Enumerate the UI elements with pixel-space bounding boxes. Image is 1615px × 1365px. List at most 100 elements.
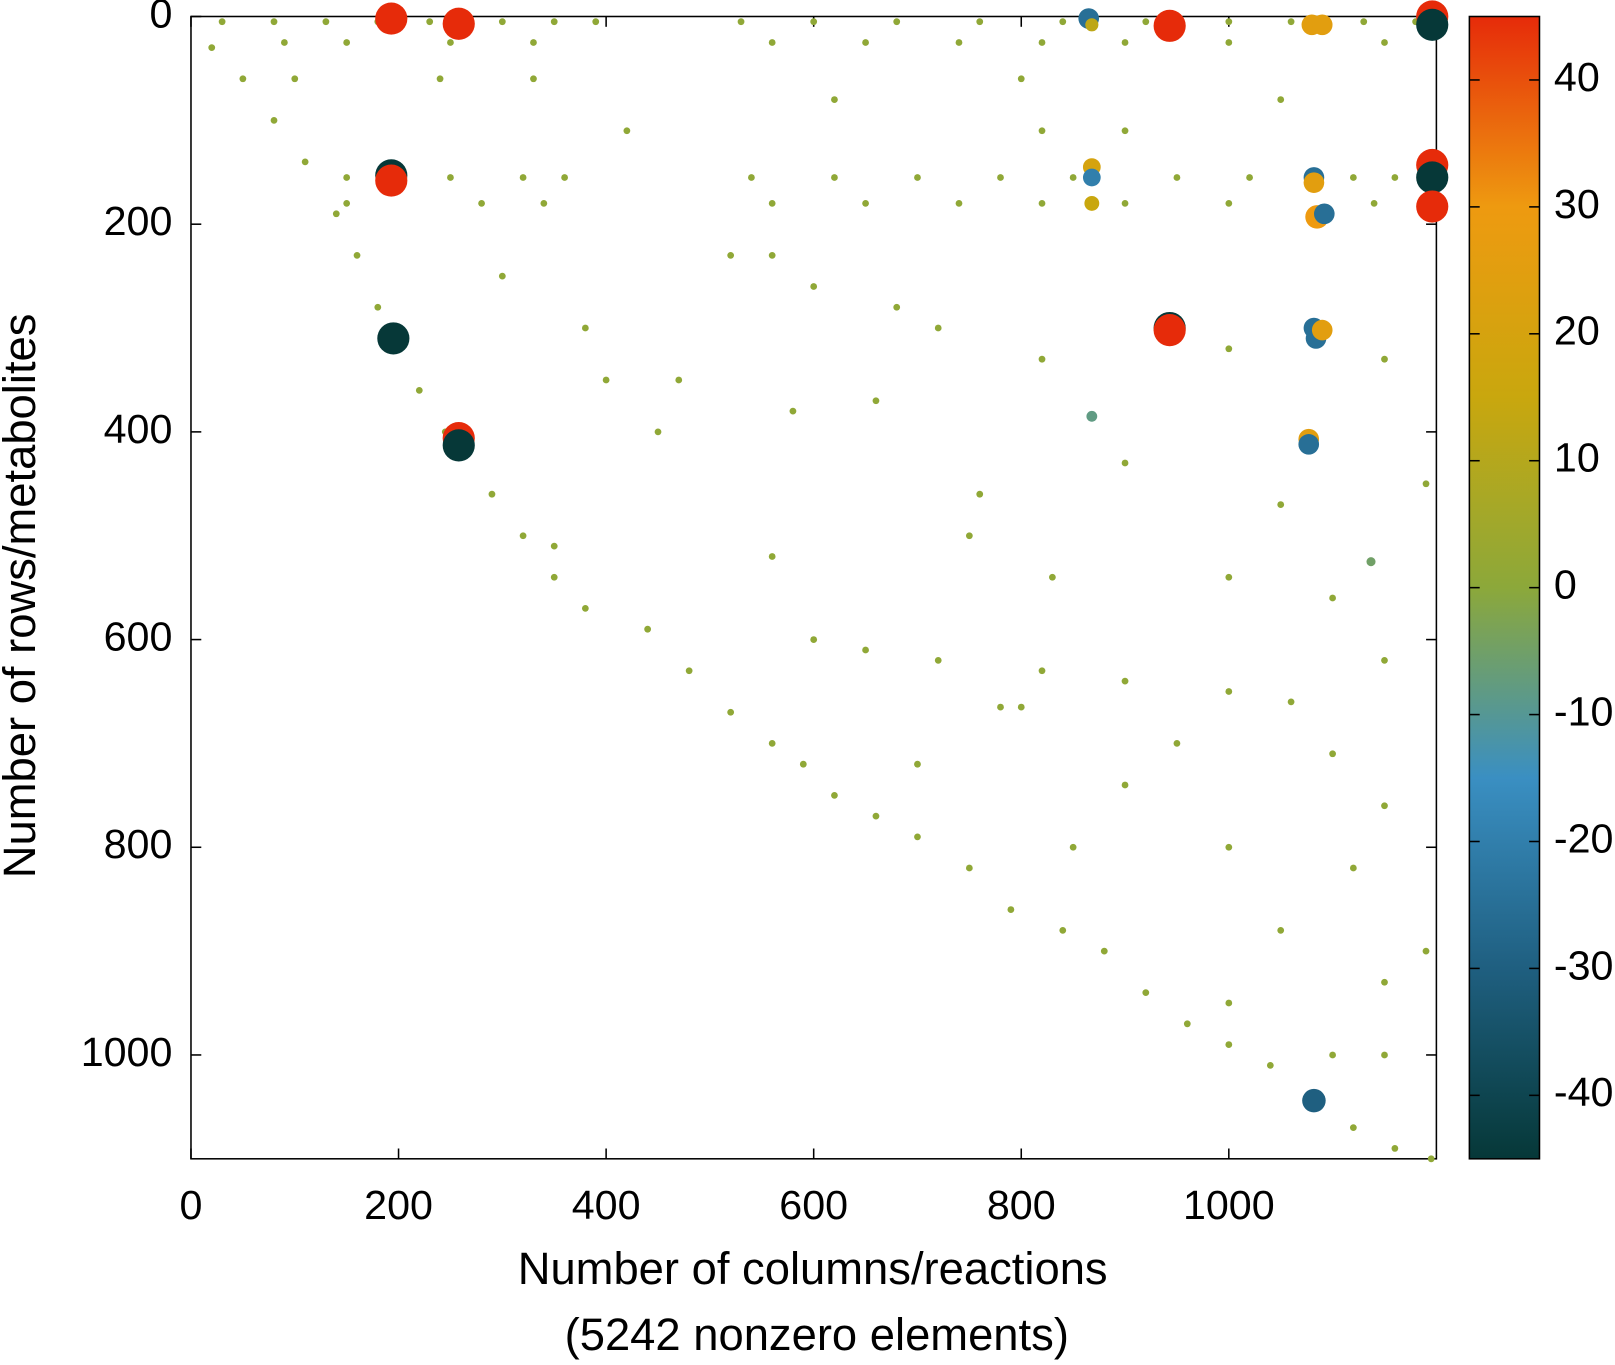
nonzero-element <box>436 75 444 83</box>
colorbar-tick-label: -10 <box>1554 688 1614 734</box>
nonzero-element <box>1100 947 1108 955</box>
nonzero-element <box>1329 1051 1336 1059</box>
nonzero-element <box>1153 9 1186 42</box>
nonzero-element <box>488 490 496 498</box>
nonzero-element <box>1277 96 1285 103</box>
nonzero-element <box>540 200 548 207</box>
nonzero-element <box>1049 573 1056 581</box>
nonzero-element <box>654 428 662 436</box>
nonzero-element <box>1381 355 1388 363</box>
nonzero-element <box>1082 168 1101 187</box>
nonzero-element <box>375 2 408 35</box>
nonzero-element <box>343 200 351 207</box>
nonzero-element <box>374 303 382 311</box>
y-tick-label: 800 <box>104 821 173 867</box>
nonzero-element <box>301 158 309 166</box>
nonzero-element <box>1287 18 1295 26</box>
nonzero-element <box>1225 688 1233 695</box>
nonzero-element <box>442 429 475 462</box>
nonzero-element <box>270 116 278 124</box>
nonzero-element <box>1173 740 1181 747</box>
nonzero-element <box>602 376 610 384</box>
x-axis-label: Number of columns/reactions <box>518 1243 1108 1294</box>
x-axis-label: (5242 nonzero elements) <box>565 1309 1069 1360</box>
nonzero-element <box>550 18 558 26</box>
x-tick-label: 600 <box>779 1182 848 1228</box>
nonzero-element <box>872 812 880 820</box>
nonzero-element <box>768 39 776 46</box>
nonzero-element <box>1302 1088 1326 1113</box>
nonzero-element <box>343 174 351 181</box>
nonzero-element <box>1225 39 1233 46</box>
nonzero-element <box>1225 18 1233 26</box>
y-tick-label: 0 <box>149 0 172 36</box>
colorbar-tick-label: -20 <box>1554 815 1614 861</box>
y-tick-label: 400 <box>104 406 173 452</box>
y-tick-label: 600 <box>104 613 173 659</box>
nonzero-element <box>1225 345 1233 353</box>
nonzero-element <box>1366 557 1376 567</box>
nonzero-element <box>1360 18 1368 26</box>
nonzero-element <box>1038 127 1046 135</box>
nonzero-element <box>1329 594 1336 602</box>
nonzero-element <box>1084 195 1100 211</box>
nonzero-element <box>768 200 776 207</box>
nonzero-element <box>519 174 527 181</box>
nonzero-element <box>934 324 942 332</box>
x-tick-label: 200 <box>364 1182 433 1228</box>
x-tick-label: 0 <box>180 1182 203 1228</box>
nonzero-element <box>291 75 299 83</box>
nonzero-element <box>1287 698 1295 706</box>
nonzero-element <box>1225 1041 1233 1048</box>
nonzero-element <box>1121 200 1129 207</box>
x-tick-label: 1000 <box>1183 1182 1275 1228</box>
nonzero-element <box>862 200 869 207</box>
nonzero-element <box>377 322 410 355</box>
nonzero-element <box>727 251 735 259</box>
nonzero-element <box>1381 656 1388 664</box>
nonzero-element <box>426 18 434 26</box>
y-tick-label: 200 <box>104 198 173 244</box>
nonzero-element <box>1121 127 1129 135</box>
nonzero-element <box>1416 161 1449 194</box>
nonzero-element <box>478 200 485 207</box>
nonzero-element <box>1069 843 1077 851</box>
nonzero-element <box>1038 355 1046 363</box>
nonzero-element <box>1038 667 1046 675</box>
colorbar-tick-label: 20 <box>1554 308 1600 354</box>
x-tick-label: 400 <box>572 1182 641 1228</box>
nonzero-element <box>530 75 537 83</box>
nonzero-element <box>748 174 755 181</box>
nonzero-element <box>737 18 745 26</box>
nonzero-element <box>498 272 506 280</box>
nonzero-element <box>1381 1051 1388 1059</box>
nonzero-element <box>1225 843 1233 851</box>
nonzero-element <box>1349 1124 1357 1132</box>
colorbar-tick-label: -30 <box>1554 942 1614 988</box>
nonzero-element <box>353 251 361 259</box>
nonzero-element <box>343 39 351 46</box>
nonzero-element <box>862 39 869 46</box>
nonzero-element <box>415 386 423 394</box>
nonzero-element <box>1370 200 1378 207</box>
nonzero-element <box>831 96 838 103</box>
nonzero-element <box>1391 174 1399 181</box>
nonzero-element <box>530 39 537 46</box>
nonzero-element <box>375 164 408 197</box>
nonzero-element <box>581 324 589 332</box>
nonzero-element <box>1427 1155 1435 1163</box>
colorbar-tick-label: 0 <box>1554 562 1577 608</box>
nonzero-element <box>1416 190 1449 223</box>
y-axis-label: Number of rows/metabolites <box>0 314 45 879</box>
nonzero-element <box>270 18 278 26</box>
nonzero-element <box>789 407 797 415</box>
nonzero-element <box>1121 677 1129 685</box>
nonzero-element <box>1121 39 1129 46</box>
nonzero-element <box>1422 480 1430 488</box>
nonzero-element <box>581 605 589 612</box>
nonzero-element <box>976 490 984 498</box>
nonzero-element <box>561 174 568 181</box>
colorbar-tick-label: -40 <box>1554 1069 1614 1115</box>
colorbar-tick-label: 40 <box>1554 54 1600 100</box>
nonzero-element <box>976 18 984 26</box>
